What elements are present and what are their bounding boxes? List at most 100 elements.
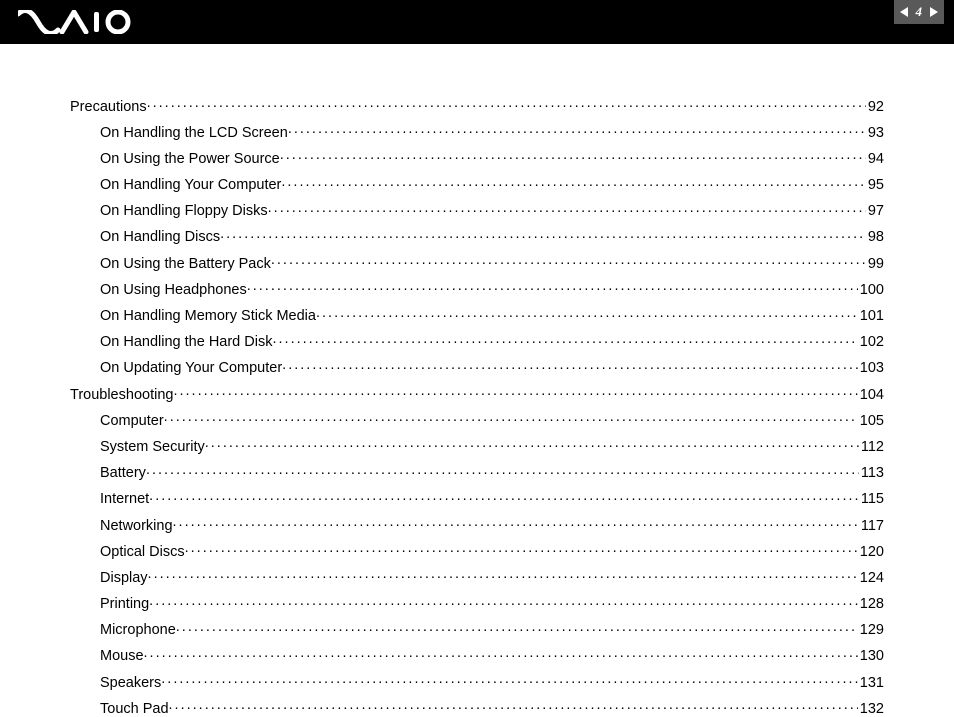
toc-entry-title: Troubleshooting — [70, 388, 173, 403]
toc-leader-dots — [173, 515, 859, 530]
toc-leader-dots — [149, 594, 858, 609]
toc-entry-page: 104 — [858, 388, 884, 403]
toc-entry[interactable]: On Handling the Hard Disk 102 — [70, 332, 884, 350]
toc-entry[interactable]: System Security 112 — [70, 436, 884, 454]
toc-entry-page: 120 — [858, 545, 884, 560]
toc-leader-dots — [144, 646, 858, 661]
toc-entry-page: 102 — [858, 335, 884, 350]
toc-leader-dots — [185, 541, 858, 556]
header-bar: 4 — [0, 0, 954, 44]
toc-entry[interactable]: Mouse 130 — [70, 646, 884, 664]
toc-leader-dots — [220, 227, 866, 242]
toc-entry-title: Optical Discs — [100, 545, 185, 560]
page-navigator: 4 — [894, 0, 945, 24]
vaio-logo — [18, 0, 136, 44]
toc-entry[interactable]: Speakers 131 — [70, 672, 884, 690]
toc-entry-title: On Updating Your Computer — [100, 361, 282, 376]
page-number: 4 — [916, 4, 923, 20]
toc-entry-page: 115 — [859, 492, 884, 507]
toc-entry-title: System Security — [100, 440, 205, 455]
toc-leader-dots — [280, 148, 866, 163]
toc-entry-title: Battery — [100, 466, 146, 481]
next-page-icon[interactable] — [930, 7, 938, 17]
toc-entry-title: Speakers — [100, 676, 161, 691]
toc-entry[interactable]: On Updating Your Computer 103 — [70, 358, 884, 376]
toc-entry-title: Internet — [100, 492, 149, 507]
toc-entry-page: 128 — [858, 597, 884, 612]
toc-entry-page: 132 — [858, 702, 884, 717]
toc-entry-page: 101 — [858, 309, 884, 324]
toc-leader-dots — [271, 253, 866, 268]
toc-entry[interactable]: Microphone 129 — [70, 620, 884, 638]
toc-entry-page: 131 — [858, 676, 884, 691]
toc-entry-title: Computer — [100, 414, 164, 429]
toc-entry[interactable]: On Handling Discs98 — [70, 227, 884, 245]
toc-entry[interactable]: On Using Headphones100 — [70, 279, 884, 297]
toc-entry-page: 124 — [858, 571, 884, 586]
toc-entry-title: Microphone — [100, 623, 176, 638]
toc-entry[interactable]: On Using the Battery Pack 99 — [70, 253, 884, 271]
toc-entry[interactable]: On Handling the LCD Screen 93 — [70, 122, 884, 140]
toc-entry-page: 117 — [859, 519, 884, 534]
toc-entry-page: 95 — [866, 178, 884, 193]
toc-entry-page: 130 — [858, 649, 884, 664]
toc-entry[interactable]: Display 124 — [70, 567, 884, 585]
toc-entry-title: On Handling Memory Stick Media — [100, 309, 316, 324]
toc-entry-title: On Handling Your Computer — [100, 178, 281, 193]
toc-entry-page: 113 — [859, 466, 884, 481]
toc-entry-title: On Handling the Hard Disk — [100, 335, 272, 350]
toc-leader-dots — [281, 175, 865, 190]
toc-leader-dots — [282, 358, 858, 373]
toc-entry[interactable]: Touch Pad 132 — [70, 698, 884, 716]
toc-leader-dots — [247, 279, 858, 294]
toc-entry[interactable]: Printing 128 — [70, 594, 884, 612]
toc-entry-title: Display — [100, 571, 148, 586]
toc-leader-dots — [164, 410, 858, 425]
toc-entry-page: 112 — [859, 440, 884, 455]
toc-entry[interactable]: On Using the Power Source 94 — [70, 148, 884, 166]
toc-entry-title: Networking — [100, 519, 173, 534]
toc-entry[interactable]: Optical Discs 120 — [70, 541, 884, 559]
toc-entry[interactable]: Battery 113 — [70, 463, 884, 481]
toc-entry-page: 93 — [866, 126, 884, 141]
toc-entry[interactable]: Computer 105 — [70, 410, 884, 428]
toc-entry[interactable]: Precautions 92 — [70, 96, 884, 114]
toc-entry-page: 100 — [858, 283, 884, 298]
toc-leader-dots — [147, 96, 866, 111]
toc-content: Precautions 92 On Handling the LCD Screen 9… — [0, 44, 954, 716]
toc-leader-dots — [148, 567, 858, 582]
toc-leader-dots — [316, 306, 858, 321]
toc-entry[interactable]: Networking 117 — [70, 515, 884, 533]
toc-entry-page: 103 — [858, 361, 884, 376]
toc-entry[interactable]: Internet 115 — [70, 489, 884, 507]
toc-entry-page: 99 — [866, 257, 884, 272]
toc-leader-dots — [205, 436, 859, 451]
prev-page-icon[interactable] — [900, 7, 908, 17]
toc-entry-title: On Using the Power Source — [100, 152, 280, 167]
toc-leader-dots — [173, 384, 857, 399]
toc-entry-title: On Using the Battery Pack — [100, 257, 271, 272]
vaio-logo-svg — [18, 10, 136, 34]
toc-leader-dots — [268, 201, 866, 216]
toc-leader-dots — [176, 620, 858, 635]
toc-entry-page: 105 — [858, 414, 884, 429]
toc-entry-page: 92 — [866, 100, 884, 115]
toc-entry[interactable]: Troubleshooting 104 — [70, 384, 884, 402]
toc-leader-dots — [149, 489, 859, 504]
toc-leader-dots — [288, 122, 866, 137]
toc-entry-page: 94 — [866, 152, 884, 167]
toc-entry[interactable]: On Handling Floppy Disks97 — [70, 201, 884, 219]
toc-leader-dots — [161, 672, 858, 687]
toc-entry-title: Touch Pad — [100, 702, 169, 717]
toc-entry-title: Mouse — [100, 649, 144, 664]
toc-entry[interactable]: On Handling Your Computer 95 — [70, 175, 884, 193]
toc-entry-title: Precautions — [70, 100, 147, 115]
toc-entry[interactable]: On Handling Memory Stick Media 101 — [70, 306, 884, 324]
toc-entry-title: On Handling the LCD Screen — [100, 126, 288, 141]
toc-leader-dots — [146, 463, 859, 478]
toc-leader-dots — [169, 698, 858, 713]
toc-leader-dots — [272, 332, 857, 347]
toc-entry-title: On Handling Floppy Disks — [100, 204, 268, 219]
toc-entry-page: 129 — [858, 623, 884, 638]
toc-entry-title: Printing — [100, 597, 149, 612]
